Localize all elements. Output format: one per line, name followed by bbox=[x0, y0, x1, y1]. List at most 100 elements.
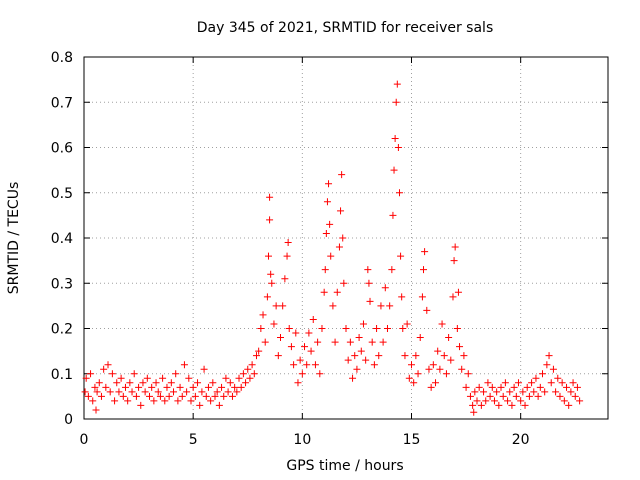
grid bbox=[84, 57, 608, 419]
data-point bbox=[386, 302, 394, 310]
data-point bbox=[449, 293, 457, 301]
data-point bbox=[495, 401, 503, 409]
data-point bbox=[242, 379, 250, 387]
data-point bbox=[338, 171, 346, 179]
data-point bbox=[530, 388, 538, 396]
data-point bbox=[119, 392, 127, 400]
data-point bbox=[484, 379, 492, 387]
data-point bbox=[521, 401, 529, 409]
data-point bbox=[490, 397, 498, 405]
data-point bbox=[541, 388, 549, 396]
data-point bbox=[261, 338, 269, 346]
data-point bbox=[268, 279, 276, 287]
data-point bbox=[453, 325, 461, 332]
data-point bbox=[510, 383, 518, 391]
data-point bbox=[255, 347, 263, 355]
data-point bbox=[401, 352, 409, 360]
data-point bbox=[464, 370, 472, 378]
data-point bbox=[532, 374, 540, 382]
data-point bbox=[390, 166, 398, 174]
y-tick-label: 0.1 bbox=[51, 367, 73, 383]
data-point bbox=[337, 207, 345, 215]
data-point bbox=[528, 379, 536, 387]
y-tick-label: 0.4 bbox=[51, 231, 73, 247]
data-point bbox=[323, 198, 331, 206]
data-point bbox=[266, 216, 274, 224]
data-point bbox=[154, 388, 162, 396]
data-point bbox=[176, 383, 184, 391]
data-point bbox=[294, 379, 302, 387]
data-point bbox=[279, 302, 287, 310]
data-point bbox=[252, 352, 260, 360]
data-point bbox=[180, 361, 188, 369]
data-point bbox=[421, 248, 429, 256]
data-point bbox=[204, 383, 212, 391]
data-point bbox=[259, 311, 267, 319]
data-point bbox=[121, 383, 129, 391]
data-point bbox=[470, 408, 478, 416]
data-point bbox=[257, 325, 265, 332]
data-point bbox=[137, 401, 145, 409]
data-point bbox=[365, 279, 373, 287]
data-point bbox=[329, 302, 337, 310]
data-point bbox=[215, 401, 223, 409]
data-point bbox=[549, 365, 557, 373]
y-tick-label: 0.6 bbox=[51, 141, 73, 157]
data-point bbox=[287, 343, 295, 351]
data-point bbox=[416, 334, 424, 342]
data-point bbox=[159, 374, 167, 382]
data-point bbox=[207, 397, 215, 405]
data-point bbox=[321, 266, 329, 274]
data-point bbox=[440, 352, 448, 360]
data-point bbox=[161, 397, 169, 405]
data-point bbox=[222, 374, 230, 382]
data-point bbox=[340, 279, 348, 287]
data-point bbox=[447, 356, 455, 364]
data-point bbox=[543, 361, 551, 369]
data-point bbox=[305, 329, 313, 337]
data-point bbox=[244, 365, 252, 373]
data-point bbox=[283, 252, 291, 260]
data-point bbox=[395, 189, 403, 197]
data-point bbox=[106, 388, 114, 396]
data-point bbox=[466, 392, 474, 400]
data-point bbox=[458, 365, 466, 373]
data-point bbox=[450, 257, 458, 265]
data-point bbox=[167, 379, 175, 387]
data-point bbox=[471, 388, 479, 396]
chart-title: Day 345 of 2021, SRMTID for receiver sal… bbox=[197, 20, 493, 36]
data-point bbox=[187, 397, 195, 405]
data-point bbox=[224, 388, 232, 396]
data-point bbox=[377, 302, 385, 310]
data-point bbox=[237, 383, 245, 391]
x-tick-label: 15 bbox=[403, 432, 421, 448]
data-point bbox=[97, 392, 105, 400]
data-point bbox=[198, 388, 206, 396]
data-point bbox=[456, 343, 464, 351]
data-point bbox=[342, 325, 350, 332]
data-point bbox=[473, 397, 481, 405]
data-point bbox=[469, 401, 477, 409]
data-point bbox=[124, 397, 132, 405]
data-point bbox=[436, 365, 444, 373]
data-point bbox=[267, 270, 275, 278]
data-point bbox=[339, 234, 347, 242]
data-point bbox=[93, 388, 101, 396]
data-point bbox=[274, 352, 282, 360]
data-point bbox=[573, 383, 581, 391]
data-point bbox=[563, 383, 571, 391]
data-point bbox=[349, 374, 357, 382]
y-tick-label: 0.7 bbox=[51, 95, 73, 111]
data-point bbox=[235, 374, 243, 382]
data-point bbox=[442, 370, 450, 378]
data-point bbox=[432, 379, 440, 387]
data-point bbox=[250, 370, 258, 378]
data-point bbox=[246, 374, 254, 382]
data-point bbox=[115, 388, 123, 396]
data-point bbox=[233, 388, 241, 396]
data-point bbox=[189, 383, 197, 391]
data-point bbox=[346, 338, 354, 346]
data-point bbox=[281, 275, 289, 283]
data-point bbox=[364, 266, 372, 274]
data-point bbox=[81, 388, 89, 396]
